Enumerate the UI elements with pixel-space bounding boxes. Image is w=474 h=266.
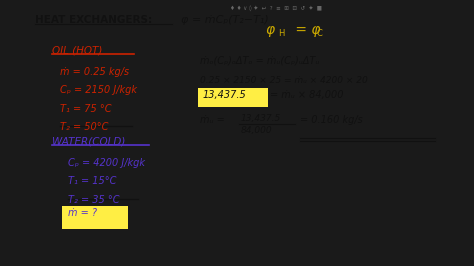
Text: ṁ = 0.25 kg/s: ṁ = 0.25 kg/s	[60, 67, 129, 77]
Text: ṁₒ(Cₚ)ₒΔTₒ = ṁᵤ(Cₚ)ᵤΔTᵤ: ṁₒ(Cₚ)ₒΔTₒ = ṁᵤ(Cₚ)ᵤΔTᵤ	[200, 56, 319, 66]
Text: φ = ṁCₚ(T₂−T₁): φ = ṁCₚ(T₂−T₁)	[181, 15, 269, 25]
Text: 84,000: 84,000	[240, 126, 272, 135]
Text: T₁ = 15°C: T₁ = 15°C	[68, 176, 117, 186]
Text: ṁ = ?: ṁ = ?	[68, 208, 98, 218]
Text: = ṁᵤ × 84,000: = ṁᵤ × 84,000	[270, 90, 344, 100]
Text: 13,437.5: 13,437.5	[202, 90, 246, 100]
Text: T₂ = 35 °C: T₂ = 35 °C	[68, 195, 120, 205]
Text: ṁᵤ =: ṁᵤ =	[200, 115, 225, 125]
Text: T₂ = 50°C: T₂ = 50°C	[60, 122, 109, 132]
Text: φ: φ	[266, 23, 275, 37]
FancyBboxPatch shape	[62, 206, 128, 229]
Text: H: H	[278, 29, 285, 38]
Text: Cₚ = 4200 J/kgk: Cₚ = 4200 J/kgk	[68, 158, 146, 168]
Text: T₁ = 75 °C: T₁ = 75 °C	[60, 104, 111, 114]
Text: C: C	[317, 29, 322, 38]
Text: WATER(COLD): WATER(COLD)	[52, 137, 125, 147]
FancyBboxPatch shape	[198, 88, 268, 107]
Text: OIL (HOT): OIL (HOT)	[52, 46, 102, 56]
Text: = φ: = φ	[291, 23, 321, 37]
Text: ♦ ♦ ∨ ◊ ✦  ↩  ?  ≡  ⊞  ⊟  ↺  ✦  ■: ♦ ♦ ∨ ◊ ✦ ↩ ? ≡ ⊞ ⊟ ↺ ✦ ■	[229, 6, 322, 12]
Text: = 0.160 kg/s: = 0.160 kg/s	[300, 115, 363, 125]
Text: HEAT EXCHANGERS:: HEAT EXCHANGERS:	[35, 15, 152, 25]
Text: Cₚ = 2150 J/kgk: Cₚ = 2150 J/kgk	[60, 85, 137, 95]
Text: 0.25 × 2150 × 25 = ṁᵤ × 4200 × 20: 0.25 × 2150 × 25 = ṁᵤ × 4200 × 20	[200, 76, 368, 85]
Text: 13,437.5: 13,437.5	[240, 114, 281, 123]
